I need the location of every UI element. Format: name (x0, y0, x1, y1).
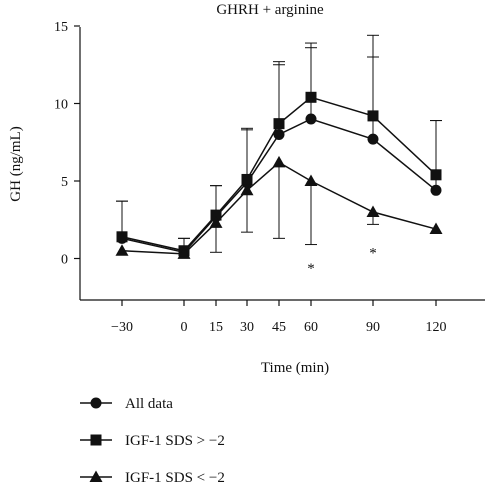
data-point (177, 247, 191, 259)
data-point (210, 209, 222, 221)
legend-label: All data (125, 396, 173, 412)
y-tick-label: 5 (61, 175, 68, 190)
x-tick-label: 120 (426, 320, 447, 335)
data-point (115, 244, 129, 256)
legend-marker (90, 397, 102, 409)
data-point (273, 129, 285, 140)
x-tick-label: 15 (209, 320, 223, 335)
data-point (366, 205, 380, 217)
data-point (367, 133, 379, 145)
x-tick-label: 30 (240, 320, 254, 335)
legend-label: IGF-1 SDS < −2 (125, 470, 225, 486)
legend-label: IGF-1 SDS > −2 (125, 433, 225, 449)
x-tick-label: 45 (272, 320, 286, 335)
significance-marker: * (369, 245, 377, 261)
data-point (429, 222, 443, 235)
y-tick-label: 0 (61, 253, 68, 268)
series-line (121, 161, 437, 255)
legend-item: IGF-1 SDS < −2 (80, 470, 225, 486)
legend-marker (89, 470, 103, 482)
y-ticks: 0 5 10 15 (54, 20, 80, 268)
data-point (272, 155, 286, 168)
legend: All data IGF-1 SDS > −2 IGF-1 SDS < −2 (80, 396, 225, 486)
y-axis-title: GH (ng/mL) (8, 126, 24, 201)
data-point (209, 216, 223, 228)
significance-marker: * (307, 261, 315, 277)
data-point (305, 113, 317, 125)
x-tick-label: 0 (181, 320, 188, 335)
chart-title: GHRH + arginine (216, 2, 324, 18)
series-line (121, 96, 437, 252)
data-point (430, 184, 442, 196)
series-triangle (115, 155, 443, 259)
y-tick-label: 10 (54, 98, 68, 113)
x-tick-label: 60 (304, 320, 318, 335)
legend-item: IGF-1 SDS > −2 (80, 433, 225, 449)
data-point (241, 173, 253, 185)
x-tick-label: −30 (111, 320, 133, 335)
legend-item: All data (80, 396, 173, 412)
x-axis-title: Time (min) (261, 360, 329, 376)
legend-marker (90, 434, 102, 446)
data-point (304, 174, 318, 186)
data-point (273, 118, 285, 130)
x-tick-label: 90 (366, 320, 380, 335)
data-point (116, 231, 128, 243)
data-point (305, 91, 317, 103)
data-point (430, 169, 442, 181)
series-group (115, 34, 443, 259)
data-point (240, 183, 254, 196)
annotations: ** (307, 245, 377, 277)
y-tick-label: 15 (54, 20, 68, 35)
data-point (367, 110, 379, 122)
x-ticks: −30 0 15 30 45 60 90 120 (111, 300, 447, 335)
